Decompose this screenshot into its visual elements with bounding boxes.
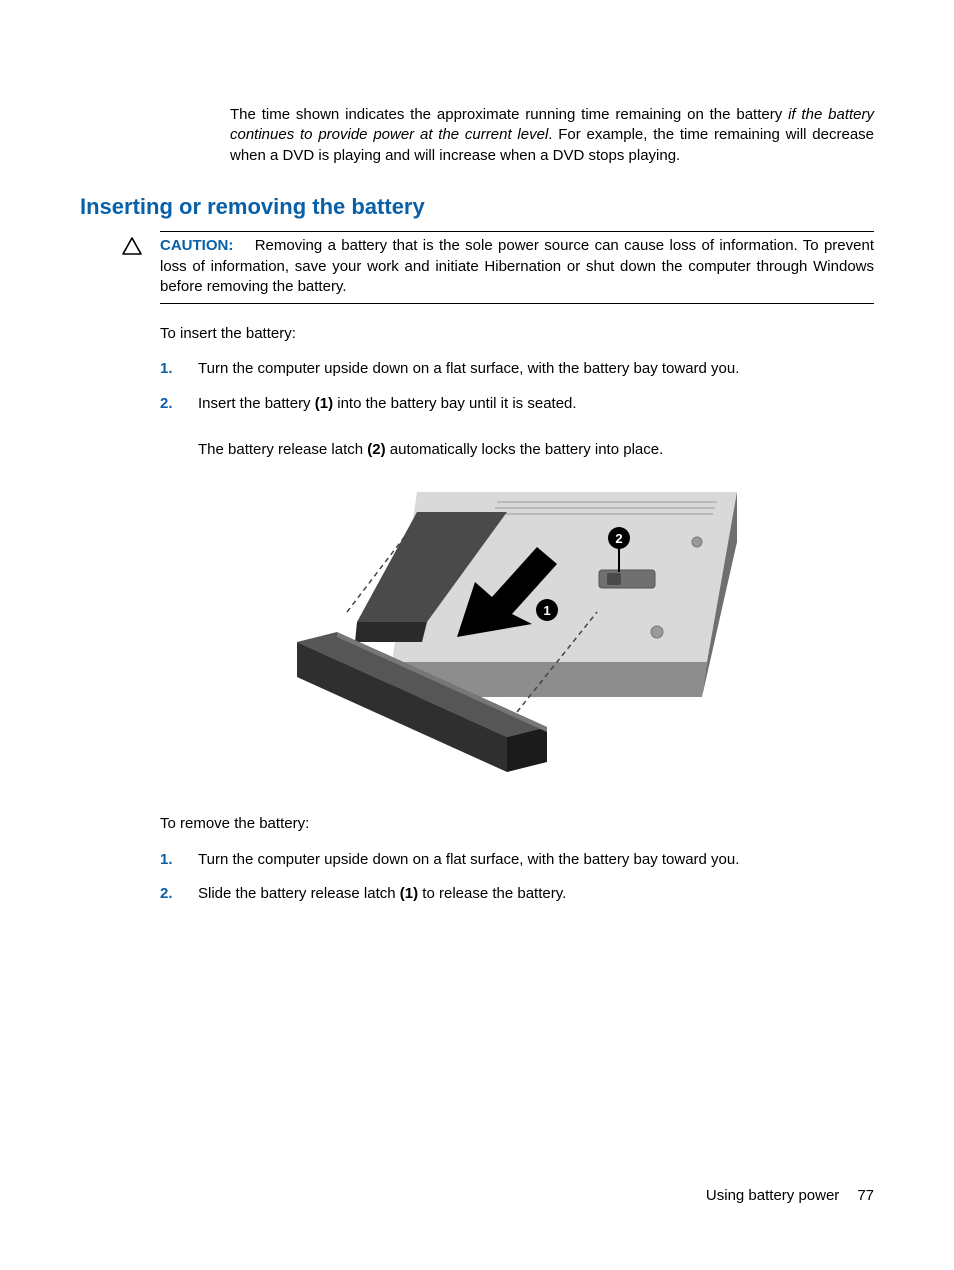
remove-step-2: Slide the battery release latch (1) to r… (160, 884, 874, 904)
insert-step-2-sub-a: The battery release latch (198, 441, 367, 458)
insert-intro: To insert the battery: (160, 324, 874, 344)
insert-step-2-sub-bold: (2) (367, 441, 385, 458)
remove-steps: Turn the computer upside down on a flat … (160, 850, 874, 905)
insert-step-2-bold: (1) (315, 395, 333, 412)
remove-step-2a: Slide the battery release latch (198, 885, 400, 902)
insert-step-2-sub: The battery release latch (2) automatica… (198, 440, 874, 460)
remove-step-2b: to release the battery. (418, 885, 566, 902)
insert-step-2-sub-b: automatically locks the battery into pla… (386, 441, 664, 458)
page-footer: Using battery power 77 (706, 1186, 874, 1206)
insert-step-1: Turn the computer upside down on a flat … (160, 359, 874, 379)
insert-step-2a: Insert the battery (198, 395, 315, 412)
remove-step-2-bold: (1) (400, 885, 418, 902)
callout-1: 1 (543, 603, 550, 618)
caution-text: Removing a battery that is the sole powe… (160, 237, 874, 295)
page: The time shown indicates the approximate… (0, 0, 954, 1270)
insert-steps: Turn the computer upside down on a flat … (160, 359, 874, 460)
intro-text-1: The time shown indicates the approximate… (230, 106, 788, 123)
insert-step-2: Insert the battery (1) into the battery … (160, 394, 874, 461)
insert-step-1-text: Turn the computer upside down on a flat … (198, 360, 739, 377)
insert-step-2b: into the battery bay until it is seated. (333, 395, 576, 412)
callout-2: 2 (615, 531, 622, 546)
footer-section: Using battery power (706, 1187, 839, 1204)
caution-icon (122, 237, 142, 261)
footer-page-number: 77 (857, 1187, 874, 1204)
caution-box: CAUTION: Removing a battery that is the … (160, 231, 874, 304)
intro-paragraph: The time shown indicates the approximate… (230, 105, 874, 166)
remove-step-1-text: Turn the computer upside down on a flat … (198, 851, 739, 868)
remove-intro: To remove the battery: (160, 814, 874, 834)
caution-label: CAUTION: (160, 237, 233, 254)
battery-figure: 1 2 (160, 482, 874, 788)
section-heading: Inserting or removing the battery (80, 192, 874, 222)
battery-svg: 1 2 (297, 482, 737, 782)
remove-step-1: Turn the computer upside down on a flat … (160, 850, 874, 870)
